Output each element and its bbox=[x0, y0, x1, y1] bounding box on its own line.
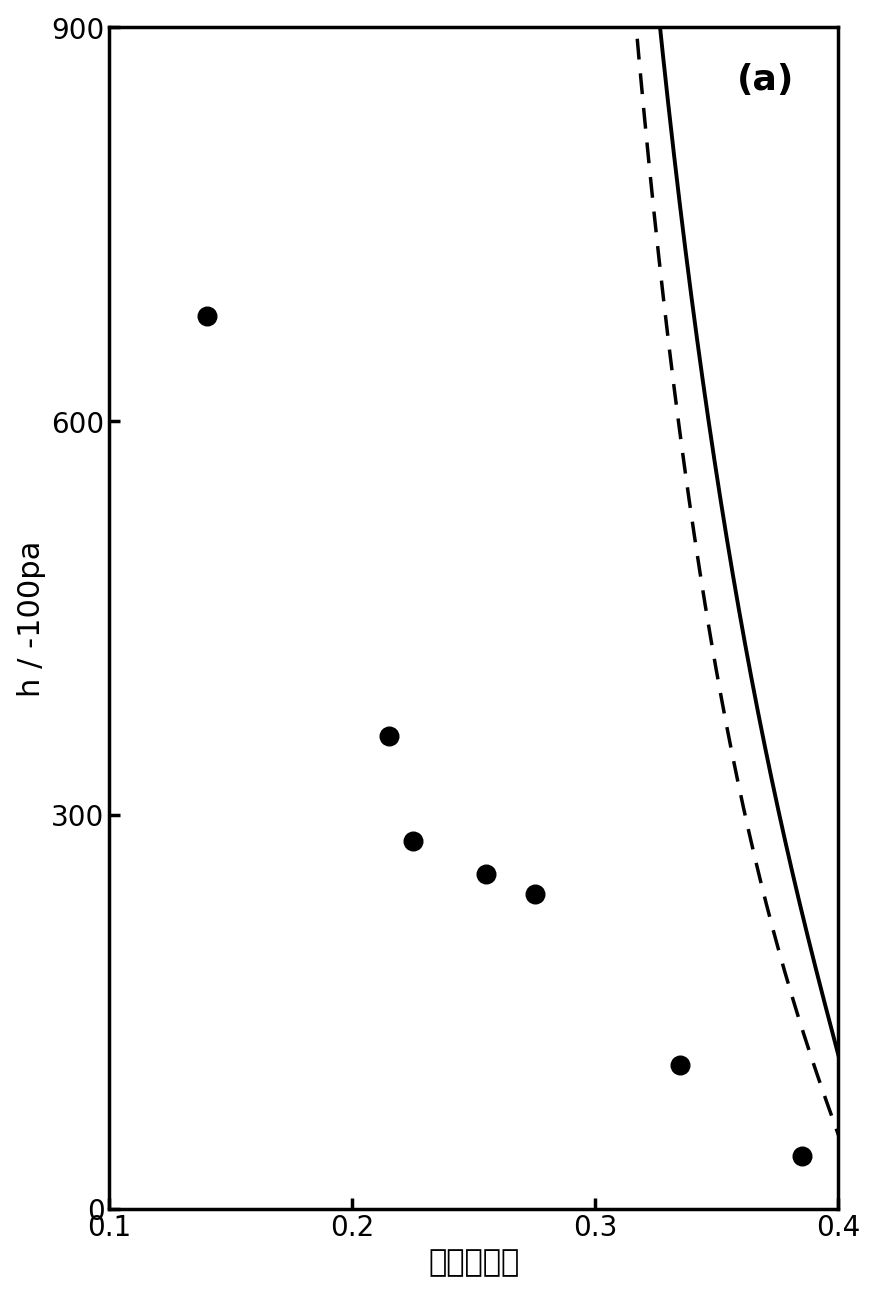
Point bbox=[406, 831, 420, 852]
Point bbox=[527, 883, 541, 904]
Point bbox=[381, 727, 396, 747]
Y-axis label: h / -100pa: h / -100pa bbox=[17, 540, 46, 697]
Point bbox=[199, 306, 213, 327]
Point bbox=[674, 1054, 688, 1074]
X-axis label: 土壌含水率: 土壌含水率 bbox=[428, 1248, 519, 1276]
Text: (a): (a) bbox=[737, 63, 795, 97]
Point bbox=[795, 1146, 809, 1166]
Point bbox=[479, 864, 493, 884]
